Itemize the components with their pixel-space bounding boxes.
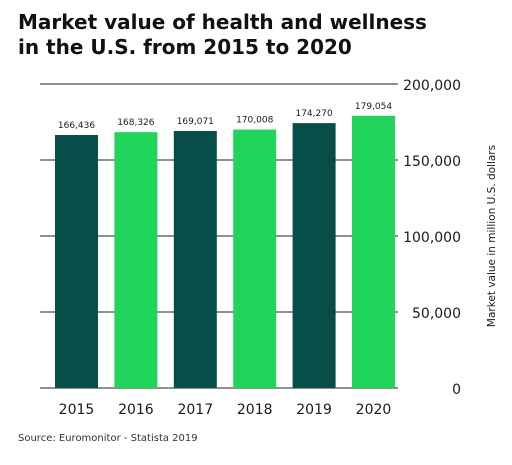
data-label-2016: 168,326 [117, 118, 154, 128]
data-label-2015: 166,436 [58, 121, 95, 131]
y-tick-label: 200,000 [403, 78, 461, 94]
data-label-2018: 170,008 [236, 116, 273, 126]
data-label-2019: 174,270 [295, 109, 332, 119]
bar-2015 [55, 135, 98, 388]
chart-title-line-2: in the U.S. from 2015 to 2020 [18, 35, 352, 59]
bar-2017 [173, 131, 217, 388]
bar-2016 [114, 132, 158, 388]
data-labels: 166,436 168,326 169,071 170,008 174,270 179,0… [58, 102, 392, 131]
gridlines [40, 83, 398, 389]
y-axis-ticks: 0 50,000 100,000 150,000 200,000 [403, 78, 461, 398]
data-label-2020: 179,054 [355, 102, 392, 112]
x-tick-label-2016: 2016 [118, 402, 154, 418]
source-note: Source: Euromonitor - Statista 2019 [18, 433, 198, 444]
y-axis-label: Market value in million U.S. dollars [486, 145, 498, 327]
bar-2020 [352, 115, 395, 388]
data-label-2017: 169,071 [177, 117, 214, 127]
y-tick-label: 150,000 [403, 154, 461, 170]
y-tick-label: 0 [452, 382, 461, 398]
y-tick-label: 100,000 [403, 230, 461, 246]
x-tick-label-2018: 2018 [237, 402, 273, 418]
y-tick-label: 50,000 [412, 306, 461, 322]
x-tick-label-2020: 2020 [356, 402, 392, 418]
x-tick-label-2017: 2017 [177, 402, 213, 418]
chart-title-line-1: Market value of health and wellness [18, 10, 427, 34]
bars [55, 115, 395, 389]
x-axis-ticks: 2015 2016 2017 2018 2019 2020 [59, 402, 392, 418]
x-tick-label-2015: 2015 [59, 402, 95, 418]
chart-title: Market value of health and wellness in t… [18, 10, 488, 60]
x-tick-label-2019: 2019 [296, 402, 332, 418]
bar-2019 [292, 123, 336, 389]
bar-2018 [233, 129, 277, 389]
